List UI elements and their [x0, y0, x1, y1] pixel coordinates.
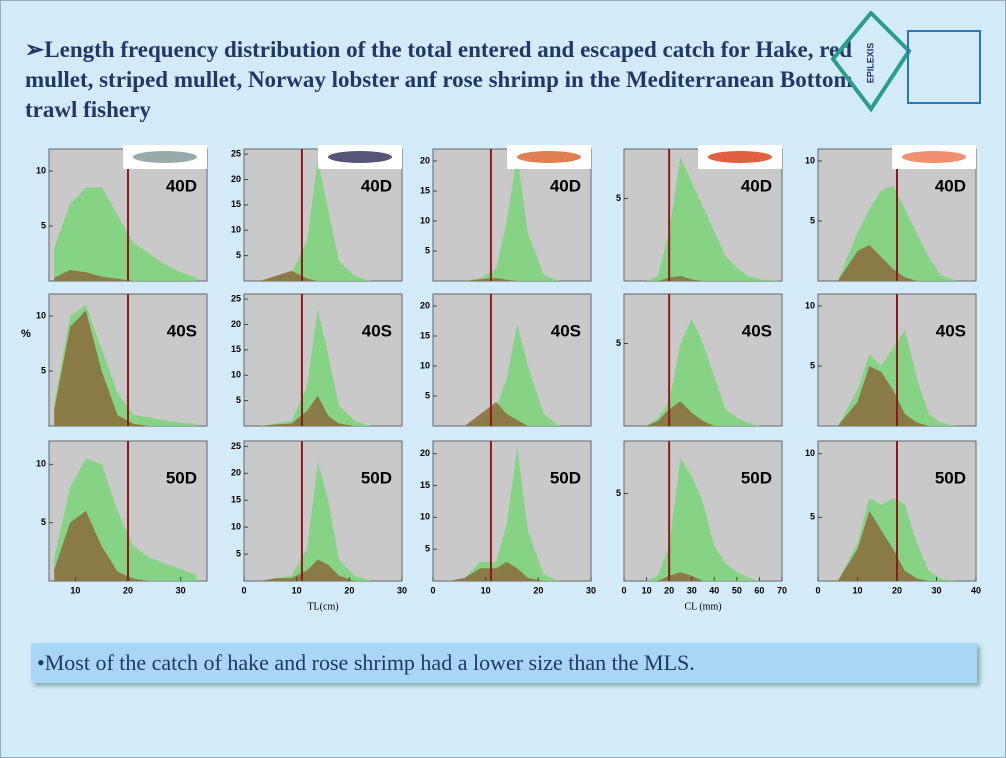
x-tick-label: 20	[344, 585, 354, 595]
y-tick-label: 10	[805, 448, 815, 458]
y-tick-label: 15	[231, 344, 241, 354]
x-tick-label: 10	[642, 585, 652, 595]
panel-label: 40S	[936, 321, 966, 340]
y-tick-label: 5	[41, 220, 46, 230]
y-tick-label: 10	[231, 225, 241, 235]
y-tick-label: 10	[36, 165, 46, 175]
panel-label: 40S	[167, 321, 197, 340]
y-tick-label: 5	[236, 548, 241, 558]
x-tick-label: 0	[241, 585, 246, 595]
y-tick-label: 10	[36, 459, 46, 469]
x-tick-label: 30	[687, 585, 697, 595]
x-tick-label: 70	[777, 585, 787, 595]
x-tick-label: 0	[430, 585, 435, 595]
x-tick-label: 30	[176, 585, 186, 595]
panel-label: 40D	[935, 176, 966, 195]
x-tick-label: 40	[971, 585, 981, 595]
panel-label: 40S	[742, 321, 772, 340]
x-tick-label: 10	[70, 585, 80, 595]
y-axis-label: %	[21, 328, 31, 340]
y-tick-label: 10	[420, 512, 430, 522]
y-tick-label: 20	[420, 448, 430, 458]
x-tick-label: 60	[754, 585, 764, 595]
y-tick-label: 5	[616, 193, 621, 203]
y-tick-label: 20	[231, 174, 241, 184]
y-tick-label: 5	[425, 544, 430, 554]
species-shape	[902, 151, 966, 163]
y-tick-label: 10	[420, 215, 430, 225]
y-tick-label: 10	[231, 522, 241, 532]
note: •Most of the catch of hake and rose shri…	[31, 643, 977, 683]
y-tick-label: 5	[236, 250, 241, 260]
y-tick-label: 5	[236, 395, 241, 405]
x-tick-label: 10	[852, 585, 862, 595]
x-tick-label: 40	[709, 585, 719, 595]
panel-label: 40D	[550, 176, 581, 195]
y-tick-label: 20	[420, 155, 430, 165]
y-tick-label: 10	[36, 310, 46, 320]
x-tick-label: 10	[481, 585, 491, 595]
y-tick-label: 5	[616, 488, 621, 498]
y-tick-label: 20	[231, 319, 241, 329]
panel-label: 50D	[550, 468, 581, 487]
panel-label: 50D	[166, 468, 197, 487]
x-tick-label: 30	[931, 585, 941, 595]
species-shape	[328, 151, 392, 163]
y-tick-label: 5	[425, 245, 430, 255]
y-tick-label: 5	[810, 215, 815, 225]
species-shape	[517, 151, 581, 163]
panel-label: 40S	[362, 321, 392, 340]
y-tick-label: 5	[41, 365, 46, 375]
y-tick-label: 5	[616, 338, 621, 348]
x-tick-label: 0	[621, 585, 626, 595]
charts: % 5 10 40D 5 10 40S 5 10 10 20 30 50D 5 10 15 20 25 40D 5 1…	[1, 1, 1005, 641]
x-axis-label: TL(cm)	[307, 601, 338, 612]
panel-label: 40D	[741, 176, 772, 195]
x-tick-label: 0	[815, 585, 820, 595]
y-tick-label: 10	[805, 300, 815, 310]
x-axis-label: CL (mm)	[684, 601, 721, 612]
panel-label: 50D	[741, 468, 772, 487]
y-tick-label: 5	[41, 517, 46, 527]
y-tick-label: 10	[231, 370, 241, 380]
x-tick-label: 30	[586, 585, 596, 595]
y-tick-label: 15	[231, 199, 241, 209]
x-tick-label: 20	[123, 585, 133, 595]
y-tick-label: 25	[231, 293, 241, 303]
panel-label: 40D	[166, 176, 197, 195]
y-tick-label: 15	[420, 185, 430, 195]
y-tick-label: 10	[420, 360, 430, 370]
y-tick-label: 15	[420, 330, 430, 340]
y-tick-label: 25	[231, 441, 241, 451]
y-tick-label: 20	[231, 468, 241, 478]
x-tick-label: 30	[397, 585, 407, 595]
x-tick-label: 10	[292, 585, 302, 595]
slide: ➢Length frequency distribution of the to…	[0, 0, 1006, 758]
y-tick-label: 20	[420, 300, 430, 310]
panel-label: 40D	[361, 176, 392, 195]
panel-label: 40S	[551, 321, 581, 340]
y-tick-label: 25	[231, 148, 241, 158]
x-tick-label: 20	[664, 585, 674, 595]
x-tick-label: 50	[732, 585, 742, 595]
species-shape	[133, 151, 197, 163]
y-tick-label: 5	[810, 360, 815, 370]
y-tick-label: 10	[805, 155, 815, 165]
species-shape	[708, 151, 772, 163]
x-tick-label: 20	[533, 585, 543, 595]
y-tick-label: 15	[231, 495, 241, 505]
y-tick-label: 5	[810, 512, 815, 522]
panel-label: 50D	[361, 468, 392, 487]
y-tick-label: 15	[420, 480, 430, 490]
panel-label: 50D	[935, 468, 966, 487]
y-tick-label: 5	[425, 390, 430, 400]
x-tick-label: 20	[892, 585, 902, 595]
